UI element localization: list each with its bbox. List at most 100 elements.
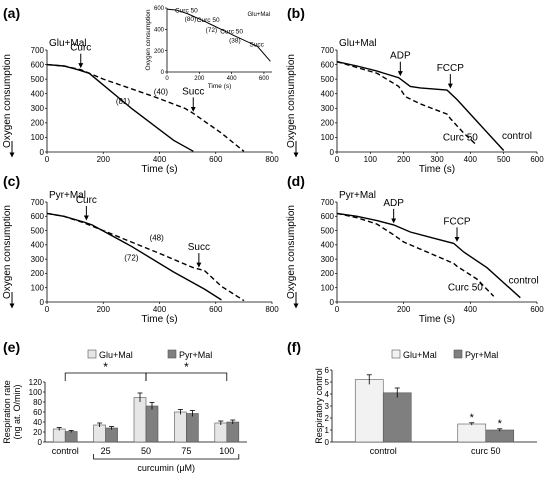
annotation-label: (80): [185, 16, 197, 23]
x-tick-label: 200: [397, 155, 411, 164]
y-tick-label: 2: [325, 414, 330, 423]
bar-glu-mal-4: [214, 422, 228, 443]
y-tick-label: 0: [38, 438, 43, 447]
legend-swatch: [87, 349, 97, 359]
y-tick-label: 700: [31, 198, 45, 207]
y-tick-label: 0: [40, 298, 45, 307]
x-tick-label: 0: [335, 305, 340, 314]
y-axis-title: Oxygen consumption: [286, 205, 297, 299]
y-tick-label: 4: [325, 390, 330, 399]
series-line-1: [46, 63, 194, 152]
curcumin-group-bracket: [93, 454, 240, 460]
y-tick-label: 600: [154, 6, 165, 12]
series-line-2: [336, 61, 478, 146]
y-tick-label: 300: [31, 255, 45, 264]
panel-label-d: (d): [287, 173, 305, 189]
panel-d-chart: 0 100 200 300 400 500 600 700 0 200 400 600 Time (s)…: [286, 190, 544, 325]
x-tick-label: 0: [45, 305, 50, 314]
y-tick-label: 300: [321, 104, 335, 113]
series-line-2: [46, 212, 245, 302]
x-tick-label: 400: [464, 155, 478, 164]
y-tick-label: 20: [33, 428, 42, 437]
bar-pyr-mal-0: [382, 392, 412, 443]
substrate-label: Pyr+Mal: [49, 190, 86, 201]
y-tick-label: 1: [325, 426, 330, 435]
substrate-label: Glu+Mal: [339, 38, 377, 49]
legend-swatch: [391, 349, 401, 359]
y-axis-title: Oxygen consumption: [2, 205, 13, 299]
x-tick-label: 400: [153, 305, 167, 314]
y-tick-label: 400: [31, 90, 45, 99]
y-tick-label: 3: [325, 402, 330, 411]
x-tick-label: 100: [219, 446, 234, 456]
y-tick-label: 200: [321, 269, 335, 278]
y-tick-label: 700: [321, 46, 335, 55]
x-tick-label: 800: [265, 155, 279, 164]
annotation-label: (72): [206, 27, 218, 34]
panel-label-e: (e): [3, 339, 20, 355]
y-axis-title: Oxygen consumption: [145, 9, 152, 70]
series-line-2: [46, 63, 245, 152]
y-tick-label: 400: [31, 241, 45, 250]
y-tick-label: 100: [31, 284, 45, 293]
annotation-label: ADP: [383, 198, 404, 209]
annotation-label: Succ: [188, 242, 210, 253]
y-tick-label: 200: [31, 269, 45, 278]
y-tick-label: 60: [33, 408, 42, 417]
y-tick-label: 600: [321, 212, 335, 221]
y-tick-label: 0: [161, 70, 165, 76]
y-tick-label: 100: [321, 133, 335, 142]
inset-title: Glu+Mal: [247, 12, 270, 18]
x-axis-title: Time (s): [141, 314, 177, 325]
y-tick-label: 200: [154, 49, 165, 55]
x-tick-label: 200: [194, 76, 205, 82]
panel-label-a: (a): [3, 5, 20, 21]
bar-glu-mal-1: [93, 424, 106, 443]
panel-label-b: (b): [287, 5, 305, 21]
significance-star: *: [470, 412, 475, 424]
annotation-label: Curc: [70, 43, 91, 54]
bar-pyr-mal-4: [226, 421, 240, 443]
x-tick-label: control: [52, 446, 79, 456]
x-tick-label: 400: [464, 305, 478, 314]
bar-glu-mal-1: [457, 423, 487, 443]
y-tick-label: 400: [321, 241, 335, 250]
x-axis-title: curcumin (μM): [137, 463, 195, 473]
x-tick-label: 75: [181, 446, 191, 456]
series-line-1: [336, 61, 505, 151]
legend-label: Pyr+Mal: [179, 350, 212, 360]
x-tick-label: 200: [97, 305, 111, 314]
significance-bracket-left: [64, 372, 147, 381]
x-tick-label: curc 50: [471, 446, 501, 456]
annotation-label: Curc 50: [443, 132, 478, 143]
legend-label: Glu+Mal: [403, 350, 437, 360]
y-axis-title-units: (ng at. O/min): [12, 384, 22, 439]
annotation-label: FCCP: [437, 63, 465, 74]
panel-c-chart: 0 100 200 300 400 500 600 700 0 200 400 600 800 Time …: [2, 190, 279, 325]
y-tick-label: 200: [321, 119, 335, 128]
x-tick-label: 400: [153, 155, 167, 164]
bar-pyr-mal-0: [64, 431, 78, 443]
series-line: [166, 8, 271, 62]
x-tick-label: 400: [227, 76, 238, 82]
x-tick-label: 0: [335, 155, 340, 164]
annotation-label: control: [502, 131, 532, 142]
annotation-label: Curc 50: [197, 17, 220, 24]
bar-pyr-mal-1: [105, 427, 118, 443]
y-tick-label: 120: [29, 378, 43, 387]
panel-label-f: (f): [287, 339, 301, 355]
y-tick-label: 0: [330, 298, 335, 307]
x-tick-label: 25: [101, 446, 111, 456]
significance-star: *: [103, 360, 108, 374]
y-tick-label: 5: [325, 378, 330, 387]
substrate-label: Pyr+Mal: [339, 190, 376, 201]
y-tick-label: 700: [321, 198, 335, 207]
y-tick-label: 300: [31, 104, 45, 113]
y-tick-label: 600: [31, 60, 45, 69]
y-axis-title: Respiration rate: [2, 380, 12, 444]
x-tick-label: 0: [165, 76, 169, 82]
y-tick-label: 500: [31, 75, 45, 84]
y-tick-label: 100: [31, 133, 45, 142]
y-tick-label: 100: [321, 284, 335, 293]
